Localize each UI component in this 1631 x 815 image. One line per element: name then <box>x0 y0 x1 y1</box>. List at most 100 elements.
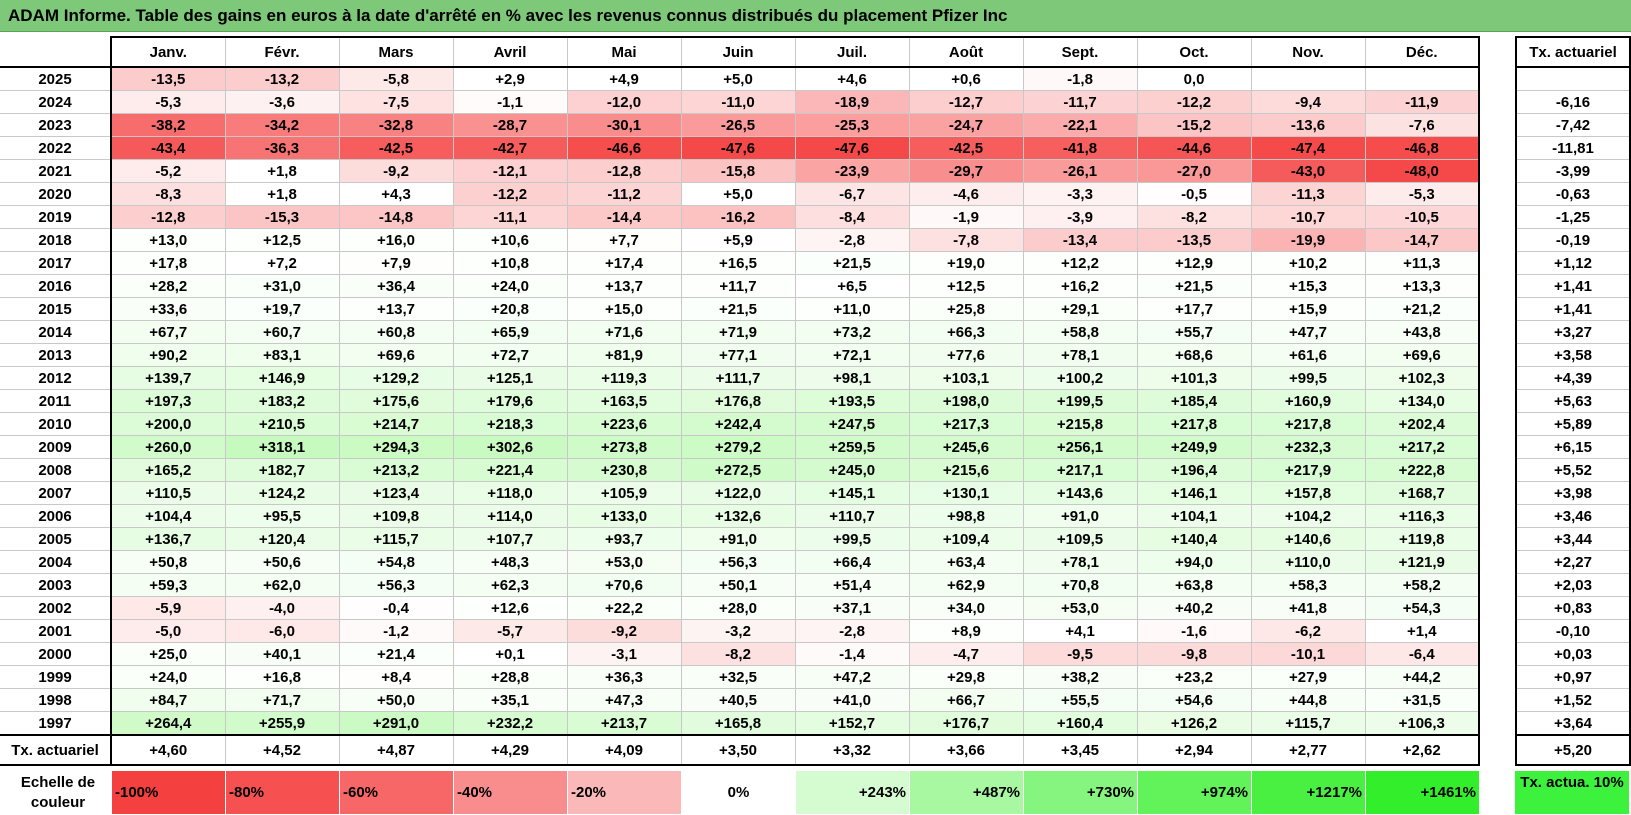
tx-cell: +2,03 <box>1515 573 1631 597</box>
table-row: 2008 +165,2 +182,7 +213,2 +221,4 +230,8 +272,5… <box>0 458 1480 482</box>
gain-cell: -3,2 <box>680 619 796 643</box>
gain-cell: -24,7 <box>908 113 1024 137</box>
table-row: 2006 +104,4 +95,5 +109,8 +114,0 +133,0 +132,6 +… <box>0 504 1480 528</box>
tx-cell: -7,42 <box>1515 113 1631 137</box>
month-header: Juin <box>680 36 796 68</box>
footer-cell: +4,60 <box>110 734 226 766</box>
gain-cell: +34,0 <box>908 596 1024 620</box>
gain-cell: -9,8 <box>1136 642 1252 666</box>
gain-cell: +7,9 <box>338 251 454 275</box>
year-cell: 2022 <box>0 136 112 160</box>
tx-cell: -3,99 <box>1515 159 1631 183</box>
table-row: 1998 +84,7 +71,7 +50,0 +35,1 +47,3 +40,5 +41,0 +… <box>0 688 1480 712</box>
year-cell: 2023 <box>0 113 112 137</box>
gain-cell: +4,9 <box>566 66 682 91</box>
gain-cell: +100,2 <box>1022 366 1138 390</box>
gain-cell: +15,3 <box>1250 274 1366 298</box>
gain-cell: +152,7 <box>794 711 910 736</box>
gain-cell: +19,7 <box>224 297 340 321</box>
gain-cell: +217,8 <box>1250 412 1366 436</box>
gain-cell: +115,7 <box>338 527 454 551</box>
year-cell: 2003 <box>0 573 112 597</box>
gain-cell: -11,3 <box>1250 182 1366 206</box>
month-header: Oct. <box>1136 36 1252 68</box>
gain-cell: +16,5 <box>680 251 796 275</box>
gain-cell: +68,6 <box>1136 343 1252 367</box>
gain-cell: +16,0 <box>338 228 454 252</box>
year-cell: 2019 <box>0 205 112 229</box>
gain-cell: +78,1 <box>1022 343 1138 367</box>
gain-cell: -3,3 <box>1022 182 1138 206</box>
tx-cell: -11,81 <box>1515 136 1631 160</box>
gain-cell: +210,5 <box>224 412 340 436</box>
month-header: Juil. <box>794 36 910 68</box>
corner-cell <box>0 37 111 68</box>
gain-cell: -13,4 <box>1022 228 1138 252</box>
gain-cell: +28,0 <box>680 596 796 620</box>
gain-cell: +28,8 <box>452 665 568 689</box>
gain-cell: +21,5 <box>680 297 796 321</box>
year-cell: 2016 <box>0 274 112 298</box>
gain-cell: +7,2 <box>224 251 340 275</box>
gain-cell: -12,7 <box>908 90 1024 114</box>
gain-cell: -26,1 <box>1022 159 1138 183</box>
gain-cell: +16,2 <box>1022 274 1138 298</box>
gain-cell: -34,2 <box>224 113 340 137</box>
month-header: Août <box>908 36 1024 68</box>
gain-cell: +139,7 <box>110 366 226 390</box>
gain-cell: -12,2 <box>452 182 568 206</box>
table-row: 2009 +260,0 +318,1 +294,3 +302,6 +273,8 +279,2… <box>0 435 1480 459</box>
gain-cell: +118,0 <box>452 481 568 505</box>
gain-cell: -0,4 <box>338 596 454 620</box>
year-cell: 2004 <box>0 550 112 574</box>
gain-cell: -11,1 <box>452 205 568 229</box>
gain-cell: +318,1 <box>224 435 340 459</box>
tx-cell: +4,39 <box>1515 366 1631 390</box>
gain-cell: +8,4 <box>338 665 454 689</box>
tx-cell: +0,83 <box>1515 596 1631 620</box>
gain-cell: +11,0 <box>794 297 910 321</box>
table-row: 2016 +28,2 +31,0 +36,4 +24,0 +13,7 +11,7 +6,5 +1… <box>0 274 1480 298</box>
gain-cell: +10,6 <box>452 228 568 252</box>
gain-cell: +163,5 <box>566 389 682 413</box>
gain-cell: +1,8 <box>224 159 340 183</box>
gain-cell: -42,5 <box>338 136 454 160</box>
tx-cell <box>1515 66 1631 91</box>
year-cell: 2006 <box>0 504 112 528</box>
gain-cell: +140,6 <box>1250 527 1366 551</box>
gain-cell: +13,7 <box>338 297 454 321</box>
gain-cell: -4,6 <box>908 182 1024 206</box>
gain-cell: -10,1 <box>1250 642 1366 666</box>
year-cell: 2005 <box>0 527 112 551</box>
gain-cell: +91,0 <box>680 527 796 551</box>
gain-cell: +130,1 <box>908 481 1024 505</box>
gain-cell: +53,0 <box>566 550 682 574</box>
year-cell: 2002 <box>0 596 112 620</box>
gain-cell: -10,7 <box>1250 205 1366 229</box>
gain-cell: +78,1 <box>1022 550 1138 574</box>
year-cell: 1999 <box>0 665 112 689</box>
gain-cell: +40,1 <box>224 642 340 666</box>
scale-swatch: -20% <box>568 771 682 814</box>
gain-cell: -2,8 <box>794 619 910 643</box>
gain-cell: -9,2 <box>566 619 682 643</box>
table-row: 2015 +33,6 +19,7 +13,7 +20,8 +15,0 +21,5 +11,0 +… <box>0 297 1480 321</box>
gain-cell: +5,0 <box>680 182 796 206</box>
gain-cell: +223,6 <box>566 412 682 436</box>
gain-cell: +71,9 <box>680 320 796 344</box>
gain-cell: +197,3 <box>110 389 226 413</box>
gain-cell: +264,4 <box>110 711 226 736</box>
scale-swatch: -100% <box>112 771 226 814</box>
gain-cell: +50,0 <box>338 688 454 712</box>
gain-cell: +69,6 <box>1364 343 1480 367</box>
gain-cell: +56,3 <box>338 573 454 597</box>
gain-cell: +24,0 <box>452 274 568 298</box>
gain-cell: -22,1 <box>1022 113 1138 137</box>
table-row: 2011 +197,3 +183,2 +175,6 +179,6 +163,5 +176,8… <box>0 389 1480 413</box>
footer-cell: +4,52 <box>224 734 340 766</box>
table-row: 2023 -38,2 -34,2 -32,8 -28,7 -30,1 -26,5 -25,3-… <box>0 113 1480 137</box>
tx-cell: -0,19 <box>1515 228 1631 252</box>
tx-cell: +1,41 <box>1515 274 1631 298</box>
year-cell: 2015 <box>0 297 112 321</box>
year-cell: 2020 <box>0 182 112 206</box>
